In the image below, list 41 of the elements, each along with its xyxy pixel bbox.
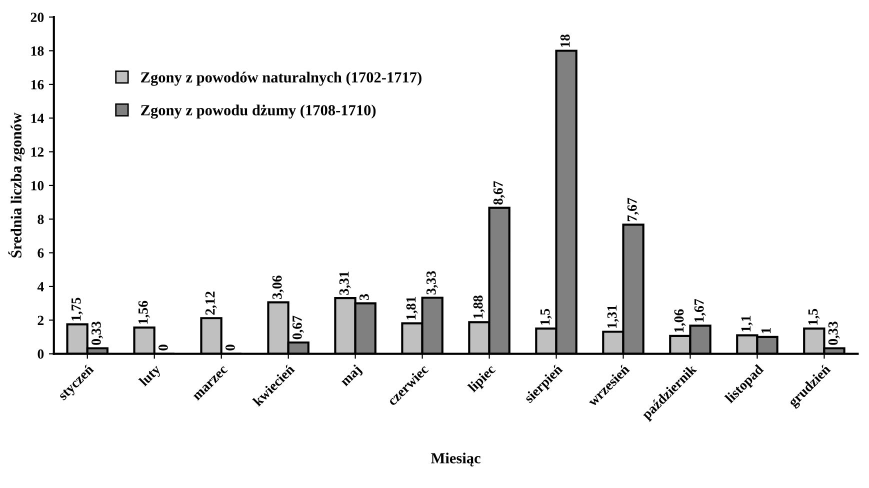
data-label: 0 bbox=[225, 344, 235, 350]
data-label: 1,1 bbox=[741, 316, 753, 332]
data-label: 0 bbox=[158, 344, 168, 350]
data-label: 7,67 bbox=[627, 198, 639, 222]
data-label: 1 bbox=[761, 328, 771, 334]
data-label: 1,75 bbox=[71, 298, 83, 320]
data-label: 1,88 bbox=[473, 296, 485, 318]
data-label: 3 bbox=[360, 294, 369, 300]
data-label: 0,33 bbox=[828, 322, 840, 345]
data-label: 1,67 bbox=[694, 298, 706, 322]
y-tick-label: 6 bbox=[38, 248, 44, 258]
data-label: 8,67 bbox=[493, 181, 505, 205]
y-tick-label: 16 bbox=[31, 80, 44, 90]
legend-label: Zgony z powodów naturalnych (1702-1717) bbox=[141, 72, 422, 86]
data-label: 1,56 bbox=[138, 300, 150, 324]
data-label: 1,06 bbox=[674, 309, 686, 332]
data-label: 0,33 bbox=[92, 322, 103, 345]
data-label: 1,5 bbox=[808, 308, 820, 325]
data-label: 18 bbox=[560, 34, 570, 47]
y-tick-label: 20 bbox=[30, 12, 44, 22]
y-tick-label: 14 bbox=[31, 114, 44, 123]
x-tick-label: maj bbox=[339, 364, 364, 389]
x-tick-label: luty bbox=[138, 364, 164, 389]
data-label: 1,81 bbox=[406, 296, 418, 320]
y-tick-label: 12 bbox=[31, 147, 44, 157]
y-tick-label: 10 bbox=[31, 181, 44, 190]
data-label: 1,5 bbox=[540, 308, 552, 325]
data-label: 2,12 bbox=[205, 292, 217, 315]
data-label: 3,06 bbox=[272, 276, 284, 299]
y-tick-label: 8 bbox=[38, 214, 44, 224]
data-label: 0,67 bbox=[292, 316, 304, 340]
data-label: 1,31 bbox=[607, 305, 619, 328]
legend-label: Zgony z powodu dżumy (1708-1710) bbox=[141, 104, 376, 119]
y-tick-label: 4 bbox=[37, 282, 44, 292]
y-tick-label: 2 bbox=[38, 316, 44, 325]
y-tick-label: 18 bbox=[31, 46, 44, 56]
data-label: 3,33 bbox=[426, 271, 438, 294]
data-label: 3,31 bbox=[339, 272, 351, 295]
y-axis-title: Średnia liczba zgonów bbox=[8, 112, 25, 258]
x-axis-title: Miesiąc bbox=[431, 452, 480, 466]
y-tick-label: 0 bbox=[38, 349, 44, 359]
